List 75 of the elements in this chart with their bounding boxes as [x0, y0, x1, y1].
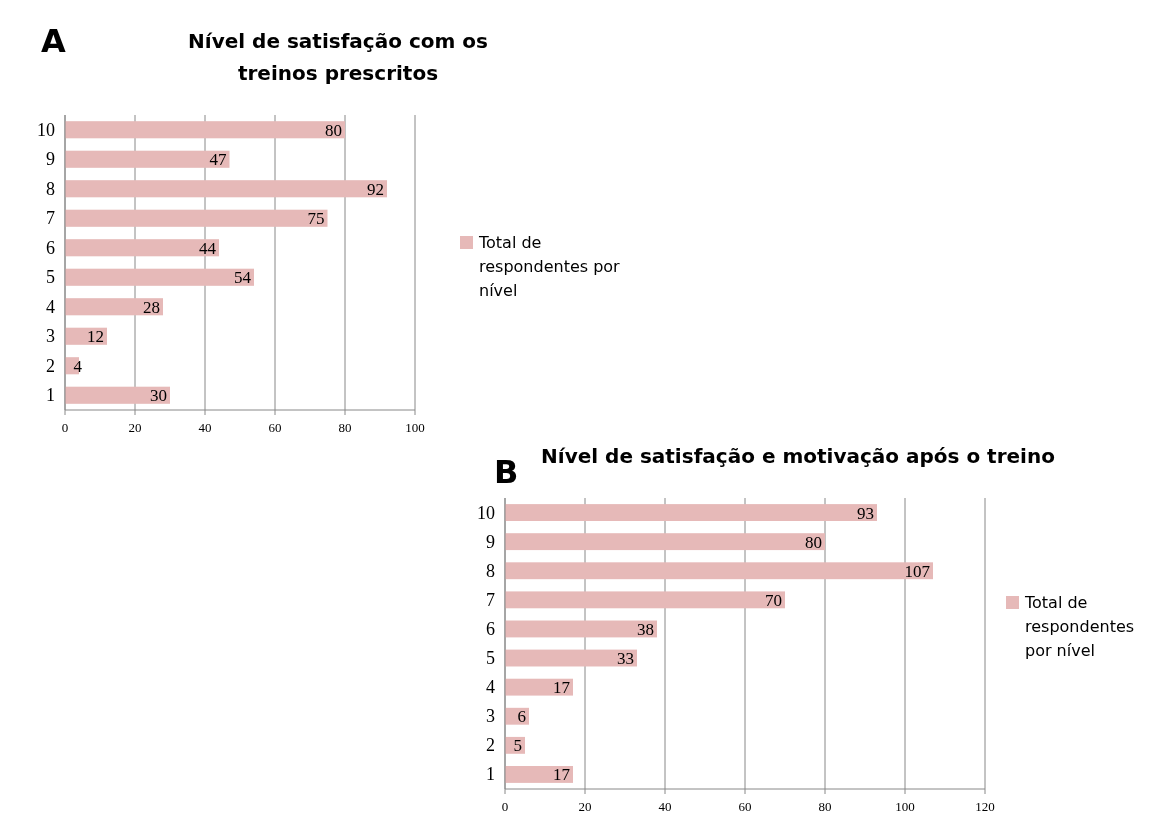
y-tick-label: 8	[46, 178, 55, 199]
x-tick-label: 0	[501, 799, 509, 814]
y-tick-label: 2	[46, 355, 55, 376]
bar	[65, 150, 230, 168]
y-tick-label: 10	[37, 119, 55, 140]
data-label: 75	[307, 209, 325, 229]
bar	[505, 620, 657, 638]
y-tick-label: 7	[46, 208, 55, 229]
data-label: 47	[209, 150, 227, 170]
data-label: 44	[199, 238, 217, 258]
bar	[65, 386, 170, 404]
y-tick-label: 5	[486, 648, 495, 669]
data-label: 17	[553, 678, 571, 698]
bar	[505, 533, 825, 551]
y-tick-label: 8	[486, 560, 495, 581]
y-tick-label: 4	[46, 296, 55, 317]
x-tick-label: 100	[895, 799, 915, 814]
x-tick-label: 0	[61, 420, 69, 435]
x-tick-label: 100	[405, 420, 425, 435]
bar	[65, 298, 163, 316]
text: B	[494, 453, 519, 491]
data-label: 92	[367, 179, 384, 199]
data-label: 80	[325, 120, 342, 140]
y-tick-label: 9	[486, 531, 495, 552]
bar	[505, 649, 637, 667]
bar	[505, 678, 573, 696]
data-label: 33	[617, 649, 634, 669]
x-tick-label: 20	[128, 420, 142, 435]
y-tick-label: 6	[486, 618, 495, 639]
legend-label: Total de respondentes por nível	[478, 233, 621, 300]
data-label: 93	[857, 503, 874, 523]
y-tick-label: 9	[46, 149, 55, 170]
y-tick-label: 1	[486, 764, 495, 785]
text: A	[41, 22, 66, 60]
data-label: 54	[234, 268, 252, 288]
y-tick-label: 1	[46, 385, 55, 406]
data-label: 12	[87, 327, 104, 347]
x-tick-label: 80	[818, 799, 832, 814]
bar	[505, 562, 933, 580]
data-label: 4	[73, 356, 83, 376]
data-label: 107	[904, 561, 931, 581]
data-label: 6	[517, 707, 526, 727]
data-label: 70	[765, 590, 782, 610]
data-label: 17	[553, 765, 571, 785]
bar	[65, 209, 328, 227]
y-tick-label: 3	[46, 326, 55, 347]
data-label: 80	[805, 532, 822, 552]
x-tick-label: 120	[975, 799, 995, 814]
y-tick-label: 7	[486, 589, 495, 610]
y-tick-label: 2	[486, 735, 495, 756]
bar	[65, 121, 345, 139]
y-tick-label: 4	[486, 677, 495, 698]
bar	[65, 239, 219, 257]
x-tick-label: 80	[338, 420, 352, 435]
y-tick-label: 5	[46, 267, 55, 288]
x-tick-label: 40	[658, 799, 672, 814]
x-tick-label: 20	[578, 799, 592, 814]
y-tick-label: 6	[46, 237, 55, 258]
legend-label: Total de respondentes por nível	[1024, 593, 1135, 660]
x-tick-label: 60	[738, 799, 752, 814]
data-label: 5	[513, 736, 522, 756]
data-label: 30	[150, 386, 167, 406]
bar	[505, 504, 877, 521]
x-tick-label: 40	[198, 420, 212, 435]
data-label: 38	[637, 619, 654, 639]
y-tick-label: 3	[486, 706, 495, 727]
bar	[505, 766, 573, 783]
y-tick-label: 10	[477, 502, 495, 523]
chart-title: Nível de satisfação com os treinos prescritos	[188, 29, 488, 85]
chart-title: Nível de satisfação e motivação após o treino	[541, 444, 1055, 468]
bar	[65, 268, 254, 286]
x-tick-label: 60	[268, 420, 282, 435]
bar	[65, 180, 387, 198]
data-label: 28	[143, 297, 160, 317]
bar	[505, 591, 785, 609]
